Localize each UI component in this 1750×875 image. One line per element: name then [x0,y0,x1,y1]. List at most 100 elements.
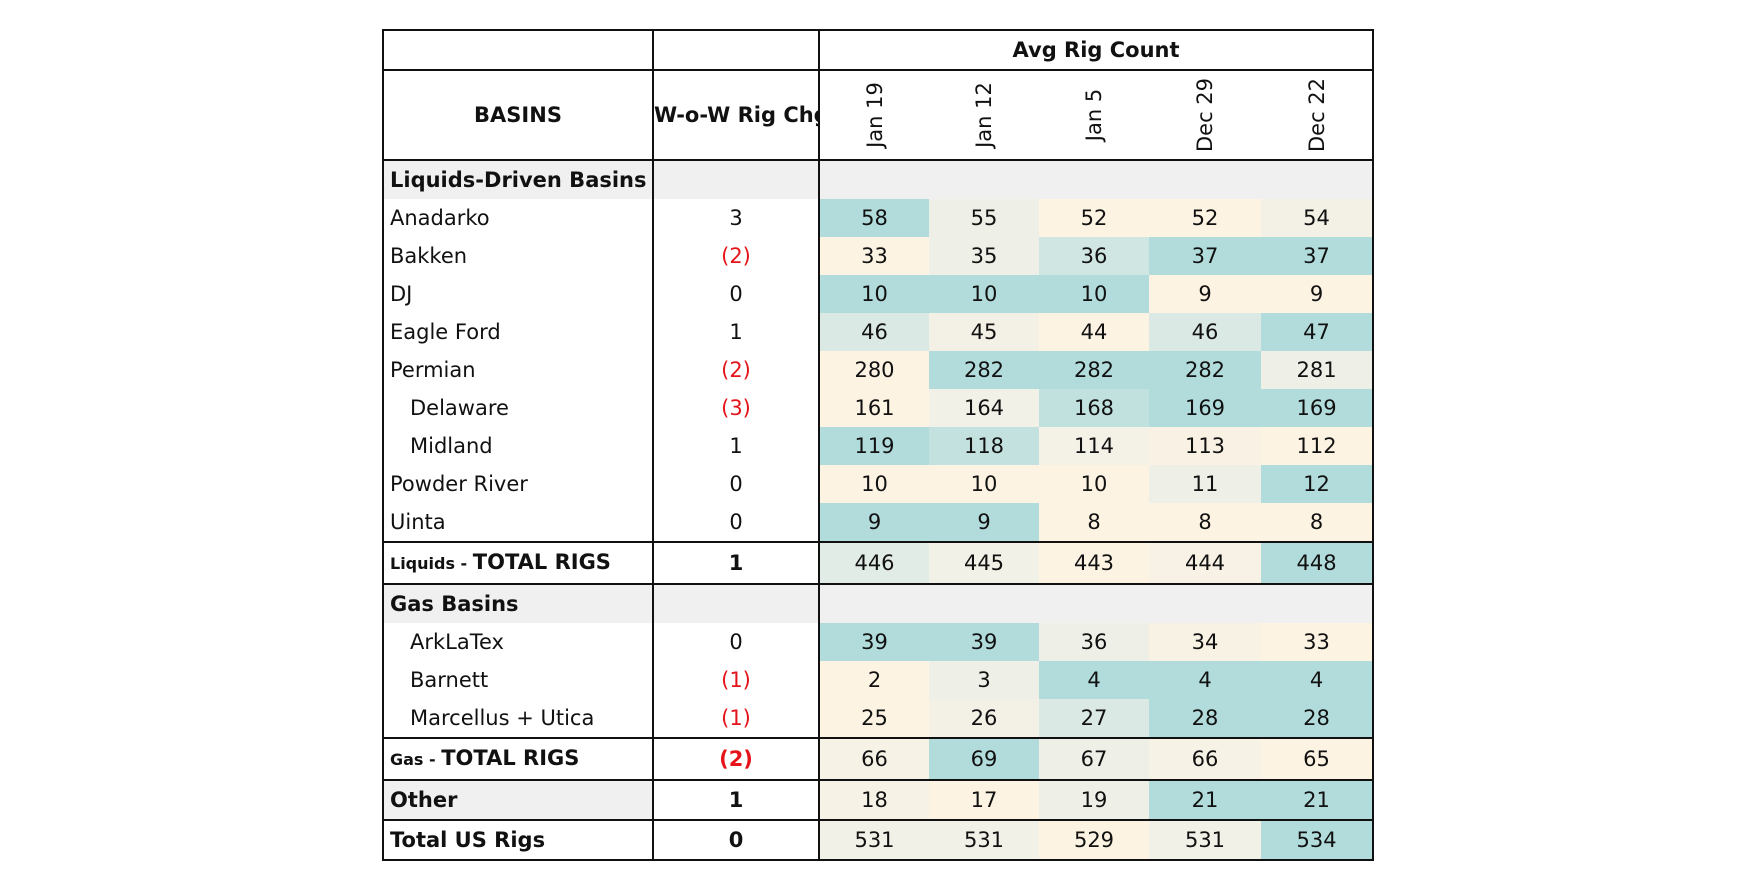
wow-change: (2) [653,351,820,389]
date-header: Dec 29 [1149,70,1261,161]
wow-change: 1 [653,541,820,585]
basin-name: ArkLaTex [382,623,654,661]
rig-count-cell: 18 [819,779,929,821]
rig-count-cell: 118 [929,427,1039,465]
table-row: Midland 1 119 118 114 113 112 [382,427,1375,465]
rig-count-cell: 444 [1149,541,1261,585]
rig-count-cell: 52 [1149,199,1261,237]
wow-change: (1) [653,699,820,738]
rig-count-cell: 9 [929,503,1039,542]
table-row: Marcellus + Utica (1) 25 26 27 28 28 [382,699,1375,738]
rig-count-cell: 25 [819,699,929,738]
basin-name: Gas - TOTAL RIGS [382,737,654,781]
rig-count-cell: 58 [819,199,929,237]
rig-count-cell: 66 [1149,737,1261,781]
table-row: Total US Rigs 0 531 531 529 531 534 [382,819,1375,861]
table-row: Bakken (2) 33 35 36 37 37 [382,237,1375,275]
table-row: Liquids-Driven Basins [382,160,1375,199]
rig-count-cell: 443 [1039,541,1149,585]
rig-count-cell: 21 [1149,779,1261,821]
rig-count-cell: 282 [1039,351,1149,389]
rig-count-cell: 281 [1261,351,1375,389]
rig-count-cell: 531 [1149,819,1261,861]
rig-count-cell: 34 [1149,623,1261,661]
date-label: Jan 5 [1082,88,1106,142]
basin-name: Permian [382,351,654,389]
rig-count-cell: 445 [929,541,1039,585]
avg-rig-count-header: Avg Rig Count [819,29,1375,71]
rig-count-cell: 112 [1261,427,1375,465]
rig-count-cell: 37 [1261,237,1375,275]
basin-name: Uinta [382,503,654,542]
rig-count-cell: 55 [929,199,1039,237]
rig-count-cell: 65 [1261,737,1375,781]
header-blank-chg [653,29,820,71]
wow-change: 1 [653,313,820,351]
rig-count-cell: 113 [1149,427,1261,465]
total-label: TOTAL RIGS [441,746,580,770]
rig-count-cell: 169 [1261,389,1375,427]
date-label: Dec 22 [1304,77,1329,153]
table-row: Gas Basins [382,584,1375,623]
rig-count-cell: 529 [1039,819,1149,861]
rig-count-cell: 33 [1261,623,1375,661]
table-row: DJ 0 10 10 10 9 9 [382,275,1375,313]
table-row: Liquids - TOTAL RIGS 1 446 445 443 444 448 [382,541,1375,585]
date-header: Jan 5 [1039,70,1149,161]
rig-count-cell: 27 [1039,699,1149,738]
wow-change: (2) [653,737,820,781]
rig-count-cell: 10 [929,465,1039,503]
date-label: Dec 29 [1193,77,1217,153]
section-values-blank [819,160,1375,199]
basin-name: Anadarko [382,199,654,237]
wow-change: 1 [653,427,820,465]
rig-count-cell: 12 [1261,465,1375,503]
rig-count-cell: 9 [1261,275,1375,313]
rig-count-cell: 282 [1149,351,1261,389]
total-prefix: Gas - [390,750,442,769]
table-row: Powder River 0 10 10 10 11 12 [382,465,1375,503]
rig-count-cell: 168 [1039,389,1149,427]
rig-count-cell: 4 [1261,661,1375,699]
basin-name: Midland [382,427,654,465]
rig-count-cell: 11 [1149,465,1261,503]
basin-name: Eagle Ford [382,313,654,351]
rig-count-cell: 67 [1039,737,1149,781]
date-header: Jan 19 [819,70,929,161]
section-values-blank [819,584,1375,623]
rig-count-cell: 36 [1039,237,1149,275]
wow-change: 0 [653,503,820,542]
section-label: Gas Basins [382,584,654,623]
rig-count-cell: 36 [1039,623,1149,661]
basin-name: Bakken [382,237,654,275]
rig-count-cell: 282 [929,351,1039,389]
total-label: TOTAL RIGS [472,550,611,574]
wow-change: (1) [653,661,820,699]
rig-count-cell: 66 [819,737,929,781]
table-row: Uinta 0 9 9 8 8 8 [382,503,1375,542]
rig-count-cell: 2 [819,661,929,699]
rig-count-cell: 37 [1149,237,1261,275]
rig-count-cell: 8 [1261,503,1375,542]
table-row: Anadarko 3 58 55 52 52 54 [382,199,1375,237]
basin-name: Delaware [382,389,654,427]
rig-count-cell: 54 [1261,199,1375,237]
table-row: ArkLaTex 0 39 39 36 34 33 [382,623,1375,661]
rig-count-cell: 4 [1149,661,1261,699]
rig-count-cell: 9 [1149,275,1261,313]
basin-name: Barnett [382,661,654,699]
rig-count-cell: 4 [1039,661,1149,699]
date-label: Jan 12 [972,82,996,148]
rig-count-cell: 44 [1039,313,1149,351]
wow-change: 1 [653,779,820,821]
rig-count-cell: 446 [819,541,929,585]
wow-chg-header: W-o-W Rig Chg [653,70,820,161]
rig-count-cell: 46 [1149,313,1261,351]
header-row-columns: BASINS W-o-W Rig Chg Jan 19 Jan 12 Jan 5… [382,70,1375,161]
date-header: Dec 22 [1261,70,1375,161]
wow-change: (3) [653,389,820,427]
basin-name: Marcellus + Utica [382,699,654,738]
rig-count-table: Avg Rig Count BASINS W-o-W Rig Chg Jan 1… [382,29,1375,861]
rig-count-cell: 69 [929,737,1039,781]
header-row-group: Avg Rig Count [382,29,1375,71]
